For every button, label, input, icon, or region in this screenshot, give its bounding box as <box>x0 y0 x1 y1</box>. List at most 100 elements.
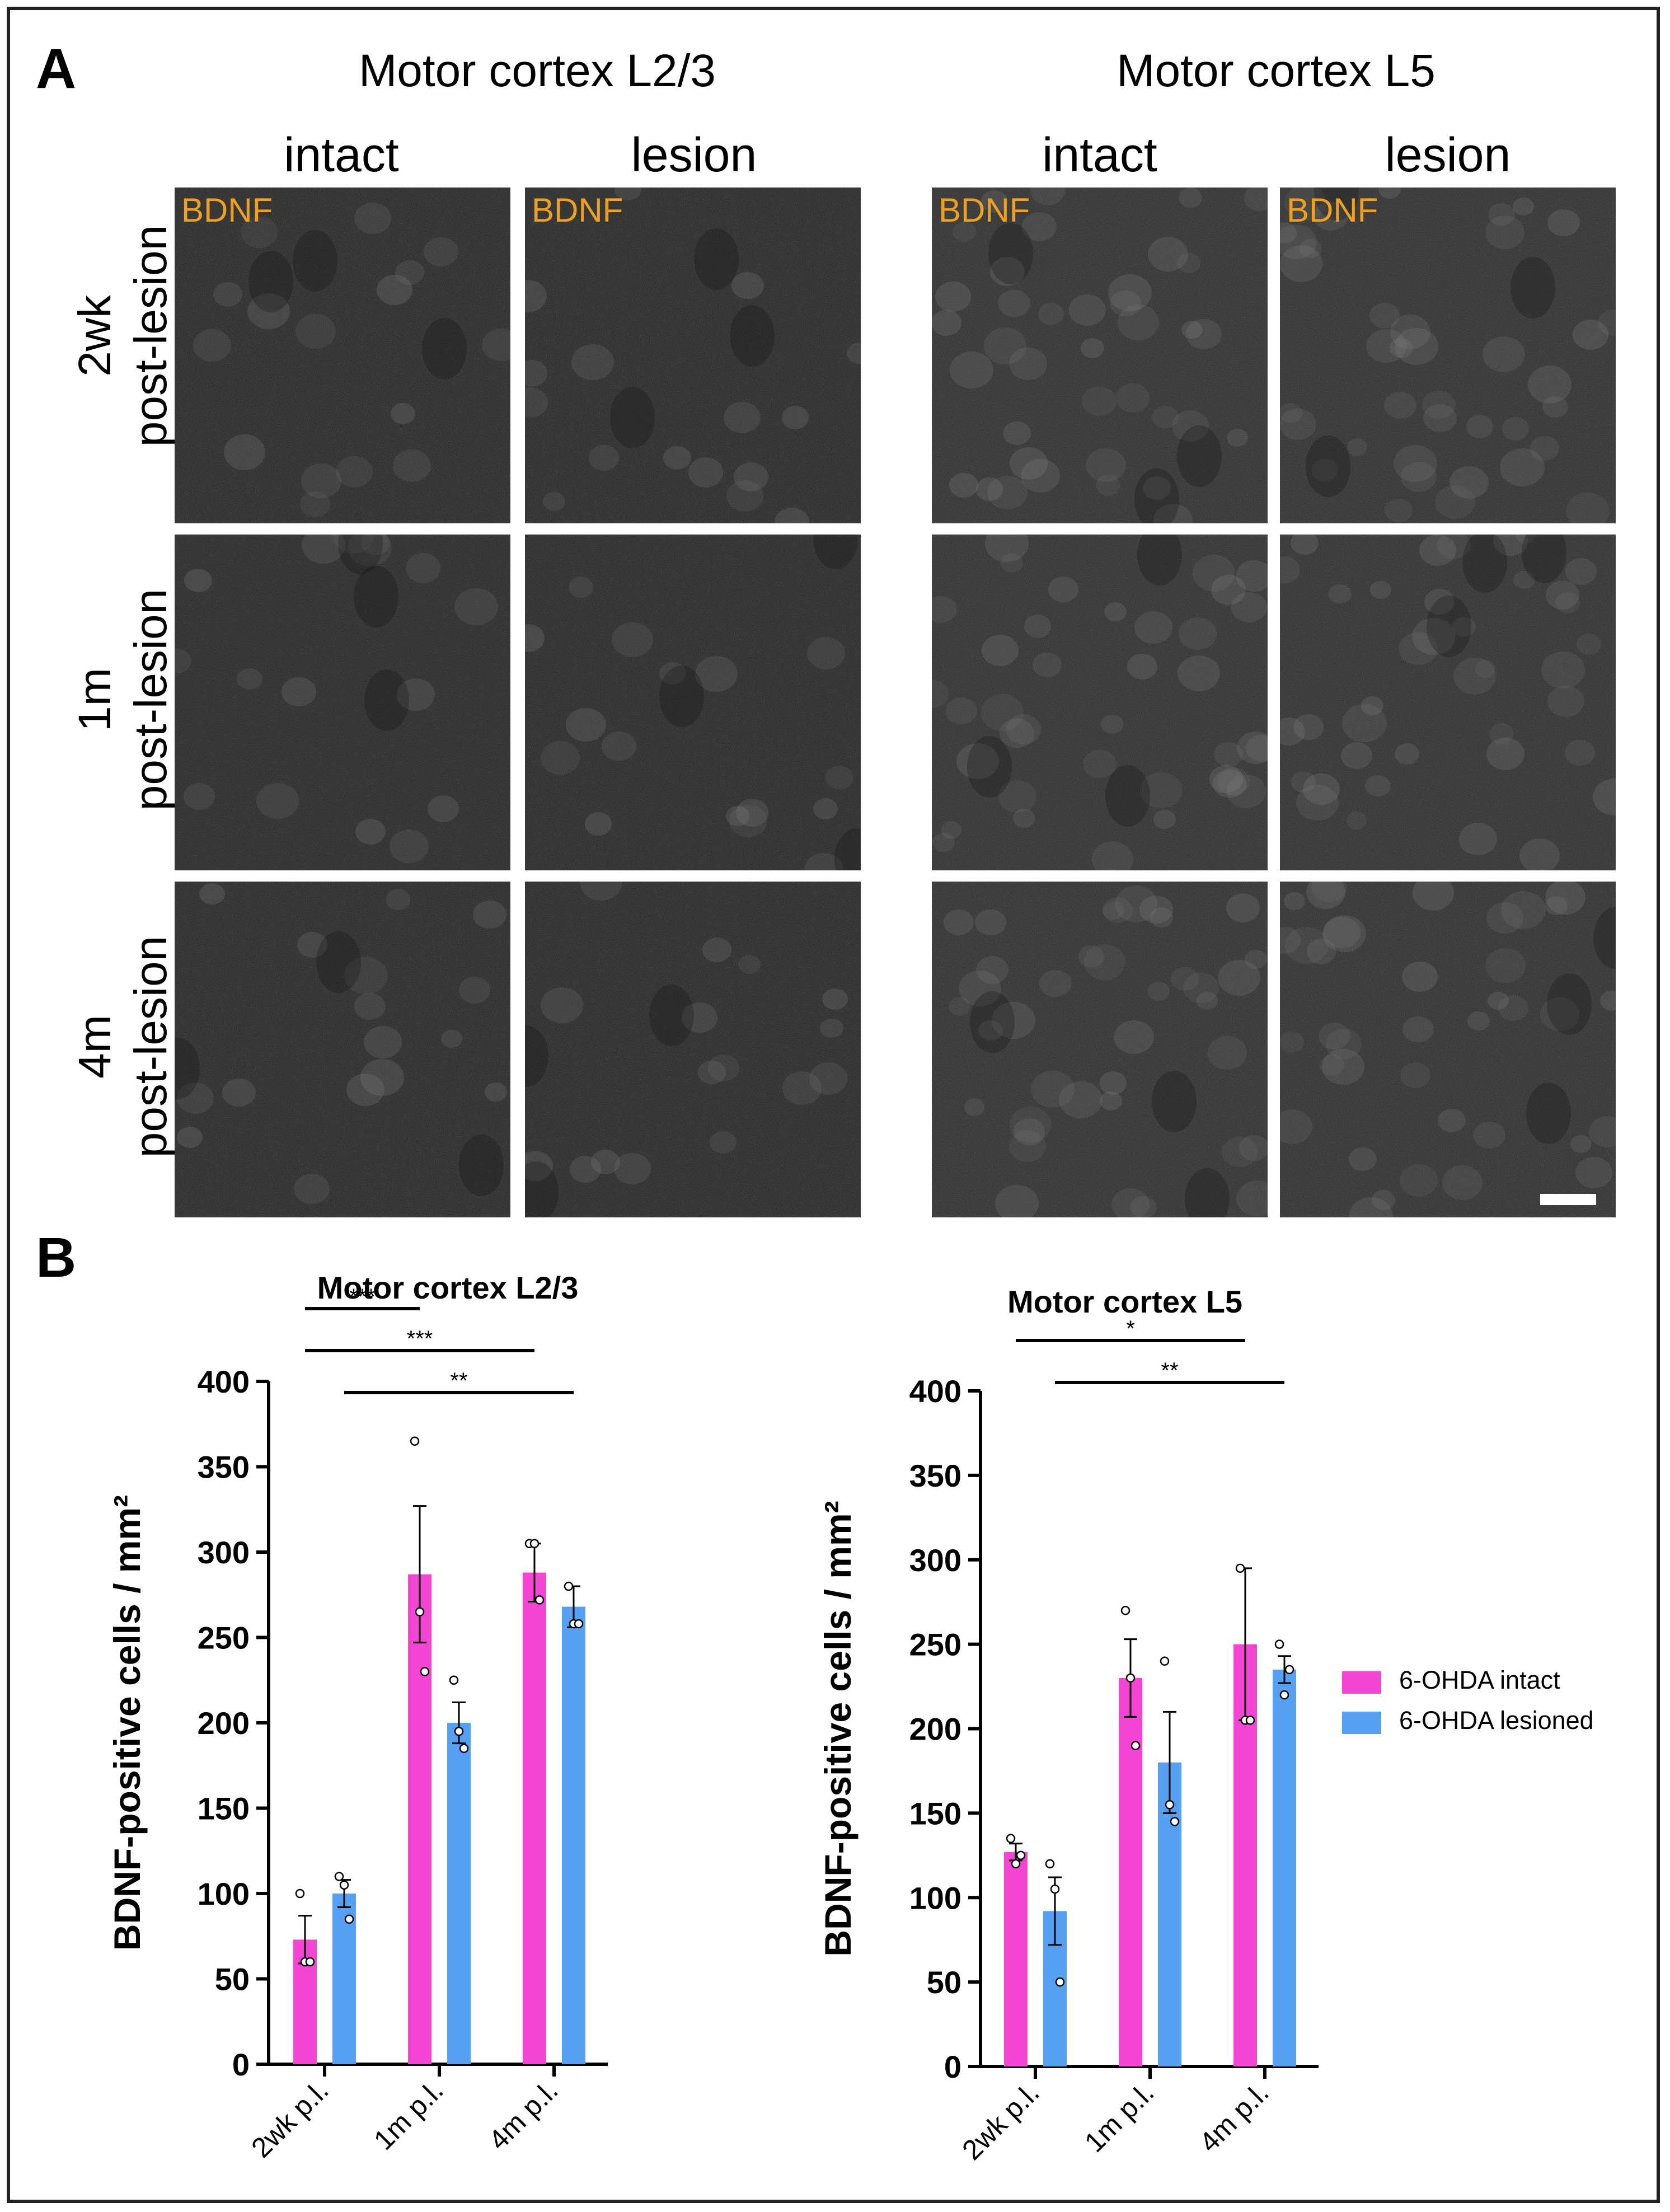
y-tick-label: 0 <box>944 2049 961 2084</box>
col-head-l23-lesion: lesion <box>631 128 757 182</box>
bar <box>1273 1669 1296 2066</box>
bar <box>1119 1677 1142 2066</box>
data-point <box>1045 1859 1055 1869</box>
y-tick-label: 50 <box>927 1965 961 2000</box>
stain-label: BDNF <box>181 191 273 229</box>
group-title-l23: Motor cortex L2/3 <box>358 45 716 96</box>
y-tick-label: 400 <box>909 1374 961 1409</box>
col-head-l5-lesion: lesion <box>1385 128 1511 182</box>
y-tick-label: 350 <box>198 1450 250 1485</box>
data-point <box>410 1436 420 1446</box>
y-tick-label: 400 <box>198 1364 250 1399</box>
significance-label: ** <box>1161 1358 1178 1383</box>
micrograph-2wk-l5-lesion: BDNF <box>1280 188 1616 523</box>
micrograph-1m-l5-intact <box>932 535 1268 870</box>
data-point <box>1050 1884 1060 1894</box>
data-point <box>564 1581 574 1591</box>
y-tick-label: 150 <box>909 1796 961 1831</box>
micrograph-1m-l23-intact <box>175 535 510 870</box>
chart-title: Motor cortex L2/3 <box>317 1270 579 1305</box>
panel-b-letter: B <box>36 1226 77 1289</box>
data-point <box>1120 1606 1130 1615</box>
data-point <box>449 1675 459 1685</box>
y-tick-label: 300 <box>198 1535 250 1570</box>
group-title-l5: Motor cortex L5 <box>1117 45 1436 96</box>
y-axis-label: BDNF-positive cells / mm² <box>106 1495 148 1951</box>
figure-frame <box>7 7 1660 2203</box>
stain-label: BDNF <box>1287 191 1378 229</box>
bar <box>447 1723 471 2064</box>
data-point <box>459 1744 469 1753</box>
x-tick-label: 4m p.l. <box>1193 2077 1275 2158</box>
micrograph-1m-l5-lesion <box>1280 535 1616 870</box>
legend-swatch-intact <box>1342 1671 1381 1694</box>
data-point <box>344 1914 354 1924</box>
micrograph-2wk-l23-lesion: BDNF <box>525 188 861 523</box>
micrograph-2wk-l5-intact: BDNF <box>932 188 1268 523</box>
bar <box>562 1606 585 2064</box>
data-point <box>1165 1800 1175 1810</box>
micrograph-1m-l23-lesion <box>525 535 861 870</box>
data-point <box>529 1539 540 1548</box>
scale-bar <box>1540 1194 1596 1205</box>
data-point <box>1006 1834 1016 1843</box>
data-point <box>415 1607 425 1616</box>
data-point <box>334 1872 344 1881</box>
stain-label: BDNF <box>939 191 1030 229</box>
data-point <box>1130 1741 1141 1750</box>
data-point <box>454 1727 464 1736</box>
legend-label-intact: 6-OHDA intact <box>1399 1666 1560 1694</box>
bar <box>523 1572 546 2064</box>
data-point <box>534 1595 545 1605</box>
data-point <box>420 1667 430 1676</box>
micrograph-4m-l5-lesion <box>1280 882 1616 1217</box>
y-axis-label: BDNF-positive cells / mm² <box>817 1501 859 1956</box>
legend-label-lesioned: 6-OHDA lesioned <box>1399 1706 1594 1735</box>
data-point <box>1016 1850 1026 1860</box>
data-point <box>1245 1716 1255 1725</box>
micrograph-2wk-l23-intact: BDNF <box>175 188 510 523</box>
significance-label: * <box>1126 1316 1135 1341</box>
y-tick-label: 150 <box>198 1791 250 1826</box>
bar <box>1004 1852 1028 2066</box>
y-tick-label: 250 <box>198 1620 250 1656</box>
y-tick-label: 200 <box>909 1712 961 1747</box>
data-point <box>1125 1673 1136 1683</box>
y-tick-label: 100 <box>909 1880 961 1915</box>
y-tick-label: 300 <box>909 1543 961 1578</box>
col-head-l23-intact: intact <box>284 128 399 182</box>
y-tick-label: 100 <box>198 1876 250 1911</box>
col-head-l5-intact: intact <box>1042 128 1157 182</box>
data-point <box>295 1888 305 1899</box>
data-point <box>1170 1817 1180 1826</box>
chart-title: Motor cortex L5 <box>1007 1284 1242 1319</box>
micrograph-4m-l23-intact <box>175 882 510 1217</box>
data-point <box>1279 1690 1289 1700</box>
data-point <box>305 1957 315 1967</box>
data-point <box>1235 1563 1245 1573</box>
data-point <box>1284 1665 1294 1675</box>
y-tick-label: 50 <box>215 1962 250 1997</box>
micrograph-4m-l23-lesion <box>525 882 861 1217</box>
stain-label: BDNF <box>532 191 623 229</box>
panel-a-letter: A <box>36 38 77 100</box>
significance-label: ** <box>450 1369 467 1393</box>
data-point <box>1160 1656 1170 1666</box>
significance-label: *** <box>407 1327 433 1351</box>
data-point <box>1274 1639 1284 1649</box>
data-point <box>574 1619 584 1629</box>
y-tick-label: 250 <box>909 1627 961 1662</box>
data-point <box>1055 1977 1065 1987</box>
x-tick-label: 1m p.l. <box>1078 2077 1160 2158</box>
data-point <box>1011 1859 1021 1869</box>
micrograph-4m-l5-intact <box>932 882 1268 1217</box>
y-tick-label: 350 <box>909 1458 961 1493</box>
x-tick-label: 2wk p.l. <box>956 2077 1045 2166</box>
y-tick-label: 200 <box>198 1705 250 1741</box>
legend-swatch-lesioned <box>1342 1712 1381 1734</box>
data-point <box>339 1880 349 1890</box>
y-tick-label: 0 <box>232 2047 250 2082</box>
bar <box>408 1574 431 2064</box>
